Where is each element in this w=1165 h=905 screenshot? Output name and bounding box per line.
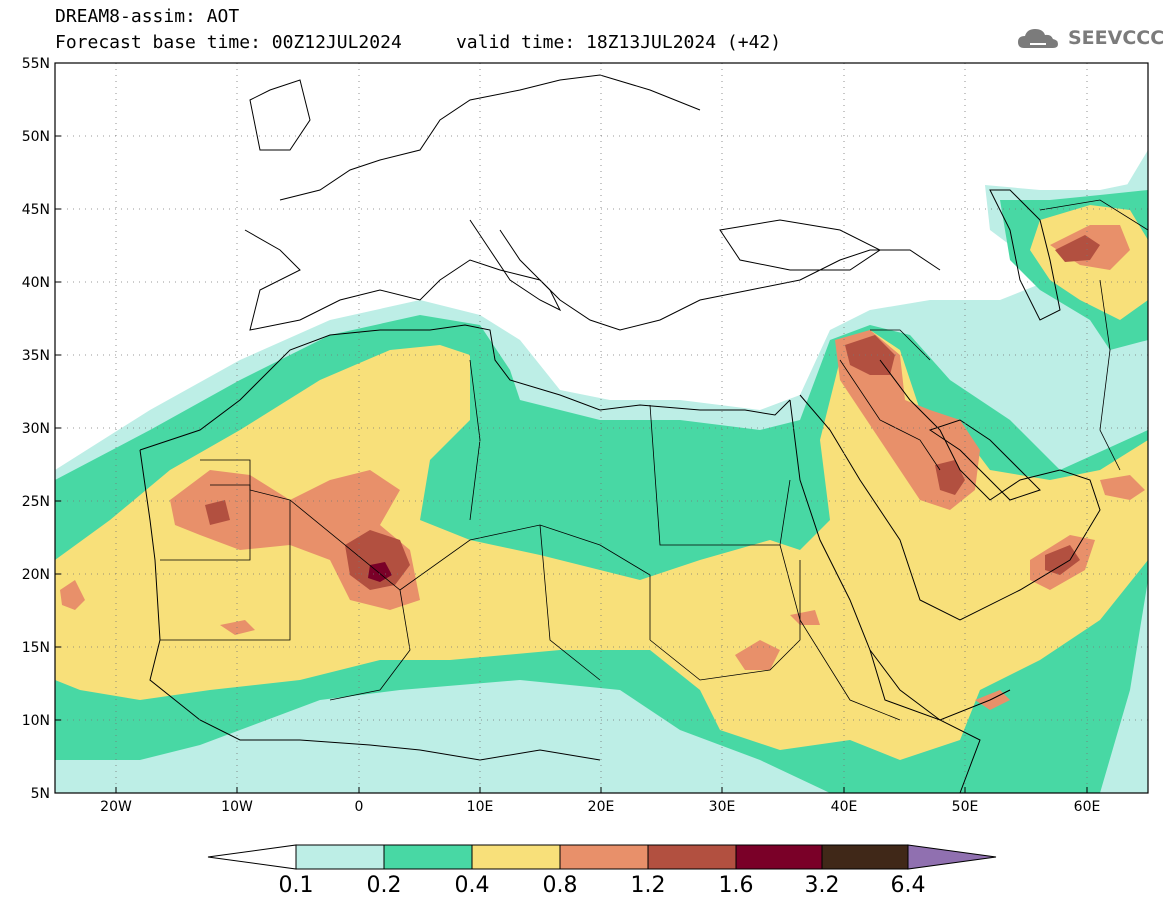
colorbar-swatch <box>559 844 649 870</box>
colorbar-low-arrow <box>207 844 297 870</box>
lon-label: 60E <box>1074 799 1101 815</box>
tick-marks <box>55 62 1088 793</box>
colorbar-label: 0.2 <box>367 873 402 898</box>
colorbar-label: 0.8 <box>543 873 578 898</box>
lat-label: 30N <box>22 421 50 437</box>
lat-labels: 55N 50N 45N 40N 35N 30N 25N 20N 15N 10N … <box>22 56 50 802</box>
colorbar-label: 1.2 <box>631 873 666 898</box>
colorbar-high-arrow <box>907 844 997 870</box>
colorbar-swatch <box>735 844 823 870</box>
graticule <box>55 63 1148 793</box>
lon-labels: 20W 10W 0 10E 20E 30E 40E 50E 60E <box>100 799 1100 815</box>
lat-label: 15N <box>22 640 50 656</box>
aot-band-1-6 <box>368 562 392 582</box>
colorbar-swatch <box>647 844 737 870</box>
lat-label: 5N <box>31 786 50 802</box>
lon-label: 20W <box>100 799 132 815</box>
colorbar-label: 0.1 <box>279 873 314 898</box>
lon-label: 10E <box>467 799 494 815</box>
colorbar-swatch <box>383 844 473 870</box>
lat-label: 50N <box>22 129 50 145</box>
lat-label: 55N <box>22 56 50 72</box>
map-title: DREAM8-assim: AOT <box>55 6 240 27</box>
lat-label: 20N <box>22 567 50 583</box>
lon-label: 10W <box>221 799 253 815</box>
lat-label: 10N <box>22 713 50 729</box>
colorbar-swatch <box>471 844 561 870</box>
map-subtitle: Forecast base time: 00Z12JUL2024 valid t… <box>55 32 782 53</box>
colorbar-swatch <box>821 844 909 870</box>
lon-label: 40E <box>831 799 858 815</box>
lon-label: 20E <box>588 799 615 815</box>
cloud-icon <box>1018 29 1058 48</box>
colorbar-label: 0.4 <box>455 873 490 898</box>
colorbar-label: 1.6 <box>719 873 754 898</box>
lat-label: 40N <box>22 275 50 291</box>
lat-label: 35N <box>22 348 50 364</box>
aot-field <box>55 63 1148 793</box>
country-borders <box>160 199 1148 721</box>
colorbar-label: 3.2 <box>805 873 840 898</box>
lat-label: 25N <box>22 494 50 510</box>
logo-text: SEEVCCC <box>1068 27 1165 49</box>
lon-label: 30E <box>709 799 736 815</box>
colorbar-label: 6.4 <box>891 873 926 898</box>
lat-label: 45N <box>22 202 50 218</box>
colorbar: 0.1 0.2 0.4 0.8 1.2 1.6 3.2 6.4 <box>207 844 997 898</box>
lon-label: 0 <box>355 799 364 815</box>
lon-label: 50E <box>952 799 979 815</box>
coastlines <box>139 74 1101 793</box>
colorbar-swatch <box>295 844 385 870</box>
